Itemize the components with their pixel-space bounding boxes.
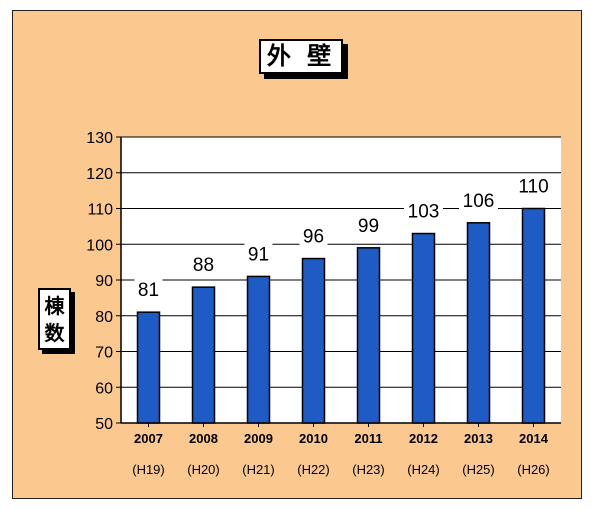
x-tick-label: 2007: [134, 431, 163, 446]
bar: [466, 222, 491, 424]
y-tick-label: 100: [86, 237, 113, 254]
data-label-bg: [299, 224, 328, 248]
x-tick-label: 2013: [464, 431, 493, 446]
chart-title: 外 壁: [259, 39, 343, 74]
y-tick-label: 90: [95, 273, 113, 290]
bar: [191, 286, 216, 424]
bar: [356, 247, 381, 424]
x-tick-sublabel: (H21): [242, 462, 275, 477]
x-tick-label: 2008: [189, 431, 218, 446]
data-label-bg: [189, 253, 218, 277]
y-tick-label: 50: [95, 416, 113, 433]
data-label-bg: [134, 278, 163, 302]
x-tick-sublabel: (H20): [187, 462, 220, 477]
bar: [136, 311, 161, 424]
y-tick-label: 130: [86, 130, 113, 147]
x-tick-sublabel: (H24): [407, 462, 440, 477]
x-tick-sublabel: (H25): [462, 462, 495, 477]
x-tick-label: 2011: [354, 431, 382, 446]
x-tick-sublabel: (H26): [517, 462, 550, 477]
y-axis-label-text: 棟 数: [44, 294, 65, 345]
data-label-bg: [244, 242, 273, 266]
data-label-bg: [354, 213, 383, 237]
y-tick-label: 120: [86, 166, 113, 183]
x-tick-sublabel: (H19): [132, 462, 165, 477]
bar: [521, 207, 546, 424]
bar: [411, 232, 436, 424]
data-label: 88: [193, 255, 214, 276]
x-tick-label: 2014: [519, 431, 549, 446]
data-label: 106: [463, 191, 495, 212]
data-label: 81: [138, 280, 159, 301]
data-label-bg: [514, 174, 553, 198]
x-tick-sublabel: (H23): [352, 462, 385, 477]
y-tick-label: 60: [95, 380, 113, 397]
data-label: 110: [518, 177, 548, 198]
y-tick-label: 110: [87, 202, 113, 219]
y-tick-label: 80: [95, 309, 113, 326]
x-tick-label: 2009: [244, 431, 273, 446]
data-label: 103: [408, 202, 440, 223]
bar: [301, 257, 326, 424]
data-label-bg: [404, 199, 443, 223]
data-label: 96: [303, 227, 324, 248]
data-label-bg: [459, 188, 498, 212]
x-tick-sublabel: (H22): [297, 462, 330, 477]
bar: [246, 275, 271, 424]
y-axis-label: 棟 数: [38, 288, 71, 350]
x-tick-label: 2010: [299, 431, 328, 446]
data-label: 91: [248, 244, 269, 265]
x-tick-label: 2012: [409, 431, 438, 446]
y-tick-label: 70: [95, 345, 113, 362]
data-label: 99: [358, 216, 379, 237]
